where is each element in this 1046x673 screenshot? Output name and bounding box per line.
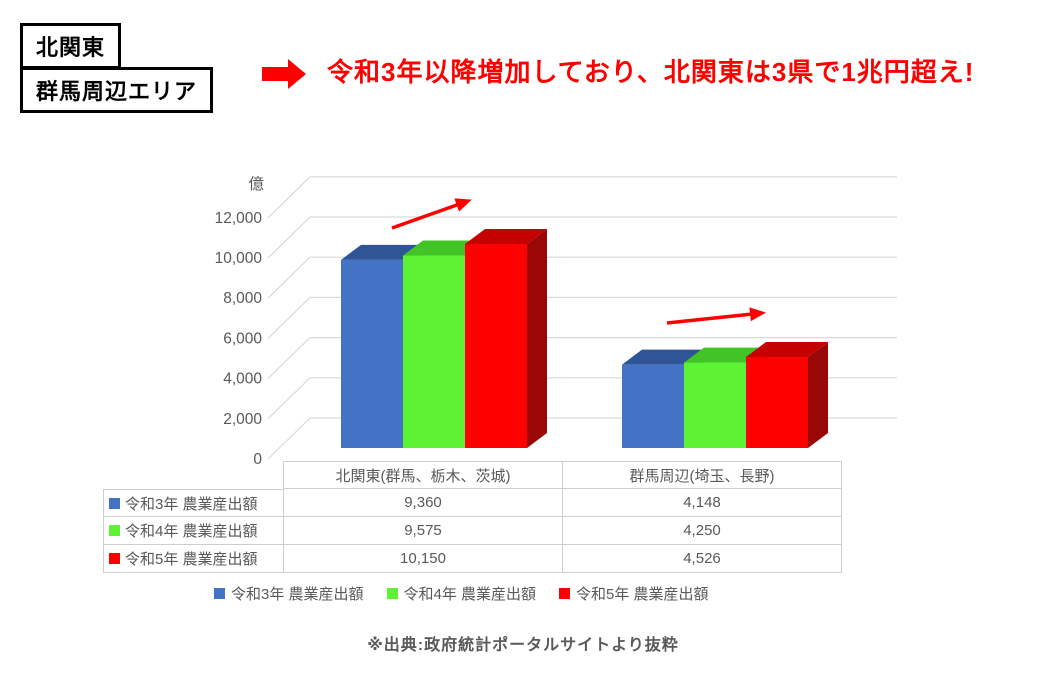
source-note: ※出典:政府統計ポータルサイトより抜粋	[367, 637, 679, 654]
gridline-side	[267, 377, 311, 420]
legend-item: 令和4年 農業産出額	[386, 583, 537, 604]
table-value-cell: 4,526	[562, 545, 842, 573]
y-tick-label: 12,000	[215, 210, 263, 227]
bar-front-face	[341, 259, 403, 448]
bar-front-face	[684, 362, 746, 448]
table-value-cell: 10,150	[283, 545, 562, 573]
bar-side-face	[684, 349, 704, 448]
gridline-side	[267, 216, 311, 259]
table-row-label-cell: 令和4年 農業産出額	[103, 517, 283, 545]
bar-top-face	[403, 240, 485, 256]
region-tag-gunma-area-label: 群馬周辺エリア	[36, 79, 198, 104]
region-tag-gunma-area: 群馬周辺エリア	[20, 67, 214, 113]
bar-side-face	[403, 244, 423, 448]
y-tick-label: 8,000	[223, 290, 262, 307]
table-header-blank-cell	[103, 461, 283, 489]
bar-series2-group1	[403, 240, 485, 448]
bar-top-face	[746, 342, 828, 358]
region-tag-kitakanto-label: 北関東	[36, 35, 106, 60]
gridline-side	[267, 296, 311, 339]
bar-top-face	[684, 347, 766, 363]
y-tick-label: 2,000	[223, 411, 262, 428]
series-swatch-icon	[109, 553, 120, 564]
table-header-category-2: 群馬周辺(埼玉、長野)	[562, 461, 842, 489]
data-table: 北関東(群馬、栃木、茨城) 群馬周辺(埼玉、長野) 令和3年 農業産出額 9,36…	[103, 461, 842, 573]
bar-side-face	[527, 228, 547, 448]
series-swatch-icon	[109, 525, 120, 536]
bar-front-face	[622, 364, 684, 448]
table-header-category-1: 北関東(群馬、栃木、茨城)	[283, 461, 562, 489]
table-row-label: 令和5年 農業産出額	[125, 551, 258, 568]
series-swatch-icon	[109, 497, 120, 509]
gridline-side	[267, 256, 311, 299]
table-row-label-cell: 令和3年 農業産出額	[103, 489, 283, 517]
bar-top-face	[465, 228, 547, 244]
bar-front-face	[403, 255, 465, 448]
table-row: 令和5年 農業産出額 10,150 4,526	[103, 545, 842, 573]
bar-series3-group2	[746, 342, 828, 448]
legend-label: 令和4年 農業産出額	[403, 586, 537, 603]
bar-series1-group1	[341, 244, 423, 448]
table-row-label: 令和3年 農業産出額	[125, 495, 258, 513]
gridline-side	[267, 176, 311, 219]
legend-label: 令和3年 農業産出額	[231, 586, 364, 603]
y-tick-label: 4,000	[223, 371, 262, 388]
table-row: 令和3年 農業産出額 9,360 4,148	[103, 489, 842, 517]
table-value-cell: 4,250	[562, 517, 842, 545]
right-block-arrow-icon	[262, 59, 306, 89]
table-row: 令和4年 農業産出額 9,575 4,250	[103, 517, 842, 545]
table-row-label: 令和4年 農業産出額	[125, 523, 258, 540]
bar-front-face	[465, 243, 527, 448]
trend-arrow-2	[666, 307, 766, 325]
bar-side-face	[808, 342, 828, 448]
y-tick-label: 10,000	[215, 250, 263, 267]
bar-front-face	[746, 357, 808, 448]
legend-item: 令和3年 農業産出額	[214, 583, 364, 604]
bar-series3-group1	[465, 228, 547, 448]
table-body: 令和3年 農業産出額 9,360 4,148 令和4年 農業産出額 9,575 4,250…	[103, 489, 842, 573]
bar-top-face	[622, 349, 704, 365]
legend-label: 令和5年 農業産出額	[576, 586, 709, 603]
bar-top-face	[341, 244, 423, 260]
legend-item: 令和5年 農業産出額	[559, 583, 709, 604]
trend-arrow-1	[391, 198, 472, 230]
table-value-cell: 9,575	[283, 517, 562, 545]
bar-side-face	[465, 240, 485, 448]
gridline-side	[267, 417, 311, 460]
bar-series2-group2	[684, 347, 766, 448]
gridline-side	[267, 337, 311, 380]
y-axis-unit-label: 億	[248, 175, 264, 193]
region-tag-kitakanto: 北関東	[20, 23, 122, 69]
legend-swatch-icon	[386, 588, 398, 599]
table-value-cell: 4,148	[562, 489, 842, 517]
headline: 令和3年以降増加しており、北関東は3県で1兆円超え!	[327, 57, 975, 87]
legend-swatch-icon	[214, 588, 225, 599]
y-tick-label: 6,000	[223, 330, 262, 347]
legend-swatch-icon	[559, 588, 571, 599]
table-row-label-cell: 令和5年 農業産出額	[103, 545, 283, 573]
chart-legend: 令和3年 農業産出額 令和4年 農業産出額 令和5年 農業産出額	[214, 583, 709, 604]
bar-series1-group2	[622, 349, 704, 448]
table-header-row: 北関東(群馬、栃木、茨城) 群馬周辺(埼玉、長野)	[103, 461, 842, 489]
bar-side-face	[746, 347, 766, 448]
table-value-cell: 9,360	[283, 489, 562, 517]
